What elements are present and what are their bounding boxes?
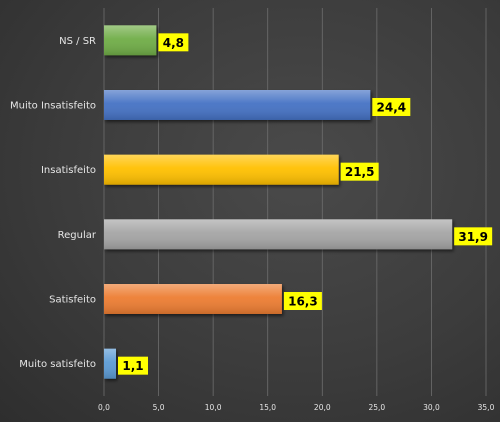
category-label: Satisfeito [49, 295, 96, 306]
data-label: 24,4 [377, 101, 407, 115]
x-tick-label: 10,0 [205, 403, 222, 412]
data-labels: 4,8 24,4 21,5 31,9 16,3 1,1 [118, 33, 493, 375]
bar-sheen [104, 90, 371, 120]
category-labels: NS / SR Muito Insatisfeito Insatisfeito Reg… [10, 36, 97, 370]
x-tick-label: 5,0 [153, 403, 165, 412]
data-label: 31,9 [458, 230, 488, 244]
data-label: 4,8 [163, 36, 184, 50]
x-tick-label: 30,0 [423, 403, 440, 412]
bar-sheen [104, 284, 282, 314]
bars [104, 25, 453, 379]
x-tick-label: 20,0 [314, 403, 331, 412]
x-tick-labels: 0,0 5,0 10,0 15,0 20,0 25,0 30,0 35,0 [98, 403, 495, 412]
bar-sheen [104, 219, 453, 250]
category-label: Insatisfeito [41, 165, 96, 176]
data-label-box [340, 162, 379, 181]
data-label-box [118, 356, 149, 375]
category-label: Muito Insatisfeito [10, 101, 96, 112]
data-label-box [158, 33, 189, 52]
data-label: 16,3 [288, 295, 318, 309]
data-label: 21,5 [345, 165, 375, 179]
data-label-box [283, 292, 322, 310]
category-label: Muito satisfeito [19, 359, 96, 370]
data-label-box [454, 227, 493, 246]
x-tick-label: 35,0 [478, 403, 495, 412]
bar-sheen [104, 25, 157, 56]
gridlines [103, 8, 487, 396]
category-label: Regular [58, 230, 97, 241]
x-tick-label: 0,0 [98, 403, 110, 412]
x-tick-label: 25,0 [369, 403, 386, 412]
x-tick-label: 15,0 [259, 403, 276, 412]
data-label-box [372, 98, 411, 116]
bar-sheen [104, 154, 339, 185]
data-label: 1,1 [122, 359, 143, 373]
category-label: NS / SR [59, 36, 96, 47]
bar-sheen [104, 348, 117, 379]
